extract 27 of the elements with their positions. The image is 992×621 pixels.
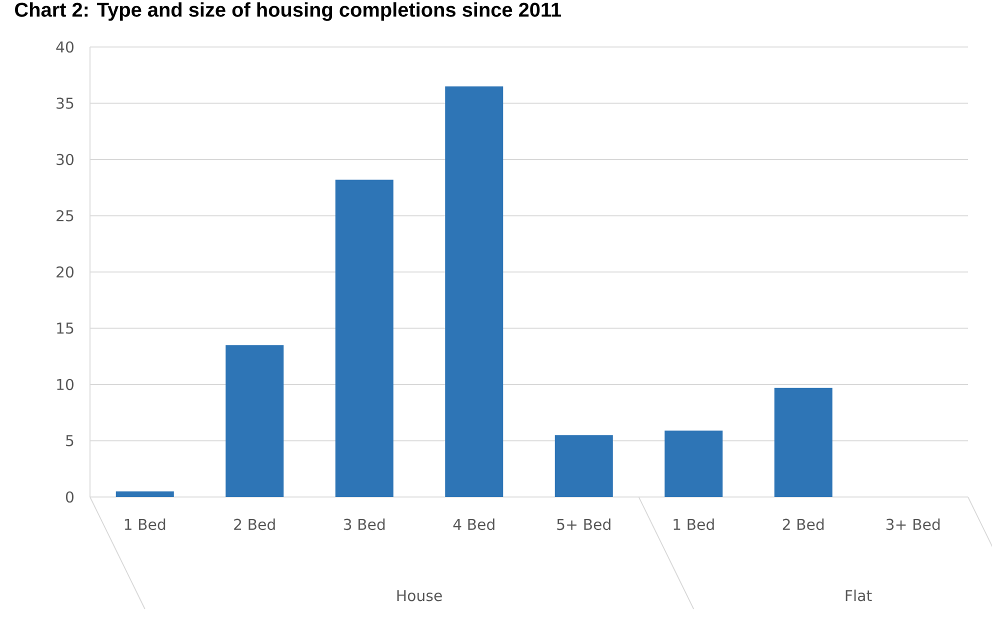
bar [774,388,832,497]
bar [554,435,613,497]
text: House [397,590,442,602]
y-tick-label: 30 [56,154,74,166]
bar [664,430,723,497]
y-tick-label: 0 [66,491,74,503]
x-tick-label: 2 Bed [234,518,275,530]
bar [335,180,394,497]
chart-title: Chart 2: Type and size of housing completions since 2011 [15,2,562,21]
y-tick-label: 20 [56,266,74,278]
y-tick-label: 40 [56,41,74,53]
x-tick-label: 3 Bed [344,518,385,530]
x-tick-label: 1 Bed [674,518,714,530]
y-tick-label: 35 [56,98,74,109]
bar [226,345,284,497]
x-tick-label: 4 Bed [453,518,494,530]
text: Flat [846,590,872,602]
y-tick-label: 10 [57,378,74,390]
x-tick-label: 2 Bed [782,518,824,530]
x-tick-label: 1 Bed [124,518,166,530]
y-tick-label: 15 [57,322,74,334]
x-tick-label: 3+ Bed [886,518,940,530]
x-tick-label: 5+ Bed [557,518,610,530]
bar [116,491,174,497]
y-tick-label: 25 [56,210,74,222]
bar [445,86,504,497]
y-tick-label: 5 [66,435,74,446]
